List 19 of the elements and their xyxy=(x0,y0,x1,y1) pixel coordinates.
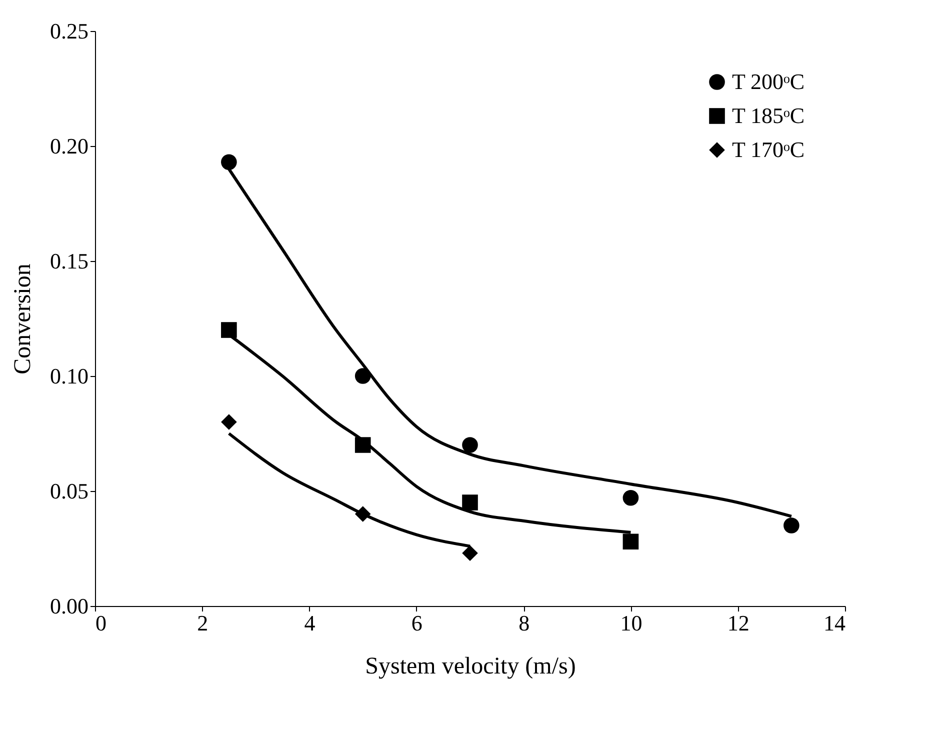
y-tick-label: 0.00 xyxy=(50,594,88,618)
y-tick-label: 0.20 xyxy=(50,134,88,158)
legend-label: T 200ᵒC xyxy=(732,69,805,94)
y-axis-title: Conversion xyxy=(10,264,36,374)
x-axis-title: System velocity (m/s) xyxy=(365,654,576,680)
y-tick-label: 0.05 xyxy=(50,478,88,504)
x-tick-label: 8 xyxy=(518,610,530,636)
legend-label: T 185ᵒC xyxy=(732,103,805,128)
x-tick-label: 14 xyxy=(824,610,846,636)
x-tick-label: 0 xyxy=(96,610,106,636)
x-tick-label: 4 xyxy=(304,610,316,636)
y-tick-label: 0.10 xyxy=(50,364,88,388)
legend-label: T 170ᵒC xyxy=(732,137,805,162)
x-tick-label: 10 xyxy=(620,610,642,636)
x-tick-label: 2 xyxy=(197,610,208,636)
y-tick-label: 0.25 xyxy=(50,18,88,44)
x-tick-label: 6 xyxy=(411,610,422,636)
x-tick-label: 12 xyxy=(727,610,750,636)
y-tick-label: 0.15 xyxy=(50,248,88,274)
